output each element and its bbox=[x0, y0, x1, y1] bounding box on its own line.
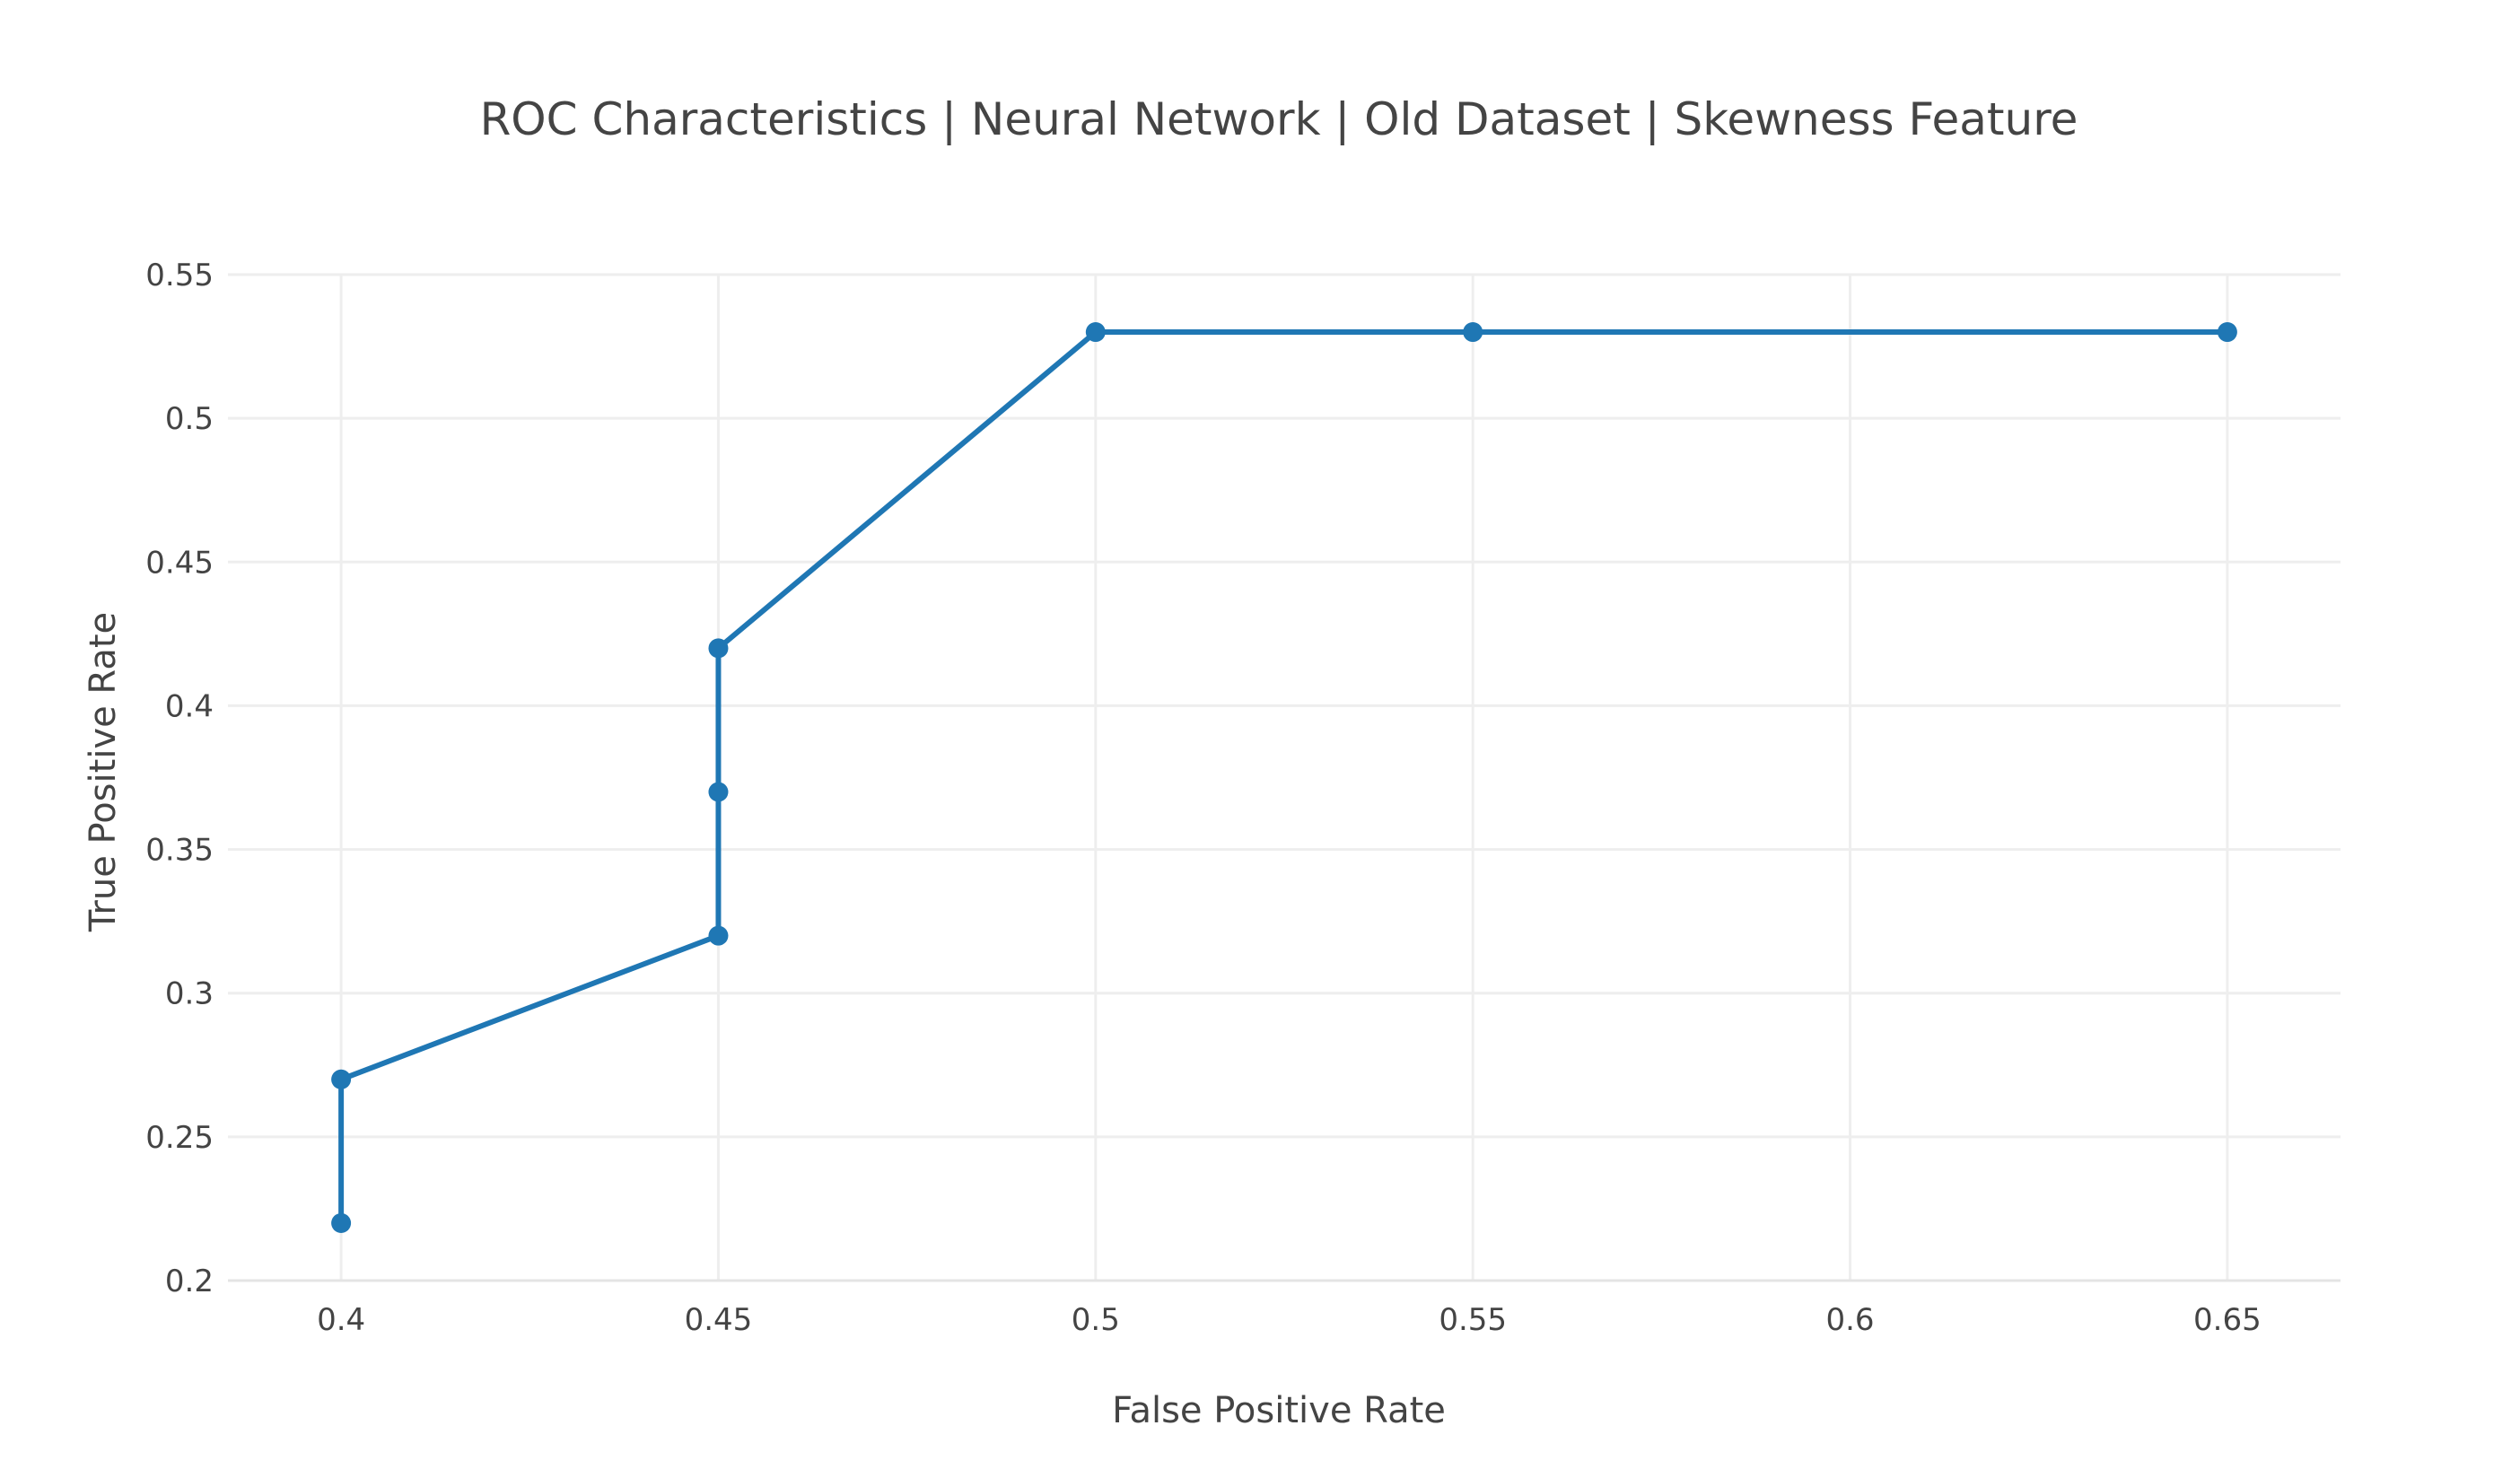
x-tick-label: 0.6 bbox=[1825, 1302, 1874, 1338]
y-tick-label: 0.25 bbox=[145, 1120, 214, 1156]
x-tick-label: 0.45 bbox=[685, 1302, 753, 1338]
roc-data-point bbox=[708, 925, 729, 946]
y-tick-label: 0.5 bbox=[165, 401, 214, 437]
chart-title: ROC Characteristics | Neural Network | O… bbox=[480, 93, 2078, 145]
roc-series-line bbox=[338, 329, 2230, 1226]
y-tick-label: 0.55 bbox=[145, 258, 214, 293]
grid-layer bbox=[228, 273, 2341, 1282]
x-tick-label: 0.5 bbox=[1072, 1302, 1120, 1338]
roc-data-point bbox=[2217, 322, 2237, 343]
roc-data-point bbox=[708, 638, 729, 659]
roc-data-point bbox=[331, 1212, 352, 1233]
roc-data-point bbox=[708, 782, 729, 802]
roc-data-point bbox=[331, 1069, 352, 1089]
y-tick-label: 0.4 bbox=[165, 688, 214, 724]
axis-layer: 0.4 0.45 0.5 0.55 0.6 0.65 0.2 0.25 0.3 0.35 0.4 0.… bbox=[145, 258, 2261, 1338]
x-tick-label: 0.4 bbox=[317, 1302, 365, 1338]
x-tick-label: 0.65 bbox=[2193, 1302, 2262, 1338]
series-layer bbox=[331, 322, 2237, 1233]
y-axis-title: True Positive Rate bbox=[83, 612, 124, 932]
y-tick-label: 0.35 bbox=[145, 833, 214, 869]
y-tick-label: 0.3 bbox=[165, 976, 214, 1012]
roc-data-point bbox=[1463, 322, 1483, 343]
y-tick-label: 0.45 bbox=[145, 545, 214, 581]
roc-data-point bbox=[1085, 322, 1106, 343]
y-tick-label: 0.2 bbox=[165, 1264, 214, 1299]
x-axis-title: False Positive Rate bbox=[1112, 1390, 1446, 1431]
x-tick-label: 0.55 bbox=[1439, 1302, 1507, 1338]
